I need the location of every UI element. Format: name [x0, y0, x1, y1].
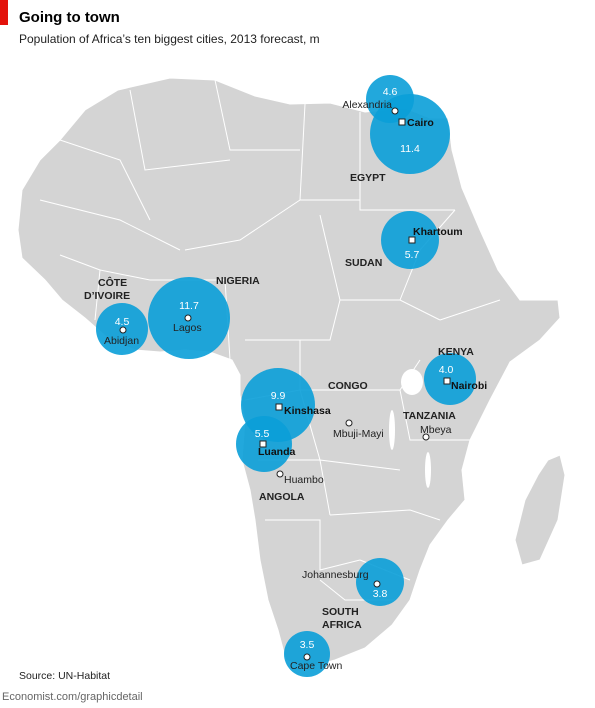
chart-title: Going to town [19, 9, 120, 26]
city-labels: Alexandria Cairo Khartoum Lagos Abidjan … [104, 99, 487, 672]
country-tanzania: TANZANIA [403, 410, 456, 422]
marker-luanda [259, 440, 267, 448]
value-alexandria: 4.6 [383, 86, 398, 98]
marker-nairobi [443, 377, 451, 385]
country-cote-divoire-1: CÔTE [98, 276, 127, 289]
label-lagos: Lagos [173, 322, 202, 334]
label-alexandria: Alexandria [342, 99, 392, 111]
marker-abidjan [119, 326, 127, 334]
marker-lagos [184, 314, 192, 322]
value-lagos: 11.7 [179, 300, 199, 312]
marker-khartoum [408, 236, 416, 244]
country-south-africa-2: AFRICA [322, 619, 362, 631]
value-khartoum: 5.7 [405, 249, 420, 261]
bubble-alexandria[interactable] [366, 75, 414, 123]
marker-mbeya [422, 433, 430, 441]
country-south-africa-1: SOUTH [322, 606, 359, 618]
marker-mbuji-mayi [345, 419, 353, 427]
footer-url: Economist.com/graphicdetail [2, 691, 143, 703]
country-congo: CONGO [328, 380, 368, 392]
label-mbeya: Mbeya [420, 424, 452, 436]
bubble-johannesburg[interactable] [356, 558, 404, 606]
value-luanda: 5.5 [255, 428, 270, 440]
label-cairo: Cairo [407, 117, 434, 129]
country-sudan: SUDAN [345, 257, 382, 269]
marker-kinshasa [275, 403, 283, 411]
label-cape-town: Cape Town [290, 660, 343, 672]
marker-alexandria [391, 107, 399, 115]
lake-tanganyika [389, 410, 395, 450]
source-note: Source: UN-Habitat [19, 670, 111, 682]
marker-huambo [276, 470, 284, 478]
label-mbuji-mayi: Mbuji-Mayi [333, 428, 384, 440]
country-labels: EGYPT SUDAN NIGERIA CÔTE D’IVOIRE KENYA … [84, 172, 474, 631]
value-kinshasa: 9.9 [271, 390, 286, 402]
country-nigeria: NIGERIA [216, 275, 260, 287]
marker-cairo [398, 118, 406, 126]
country-kenya: KENYA [438, 346, 474, 358]
label-abidjan: Abidjan [104, 335, 139, 347]
country-cote-divoire-2: D’IVOIRE [84, 290, 130, 302]
chart-subtitle: Population of Africa’s ten biggest citie… [19, 32, 320, 46]
madagascar-landmass [514, 454, 566, 566]
lake-victoria [401, 369, 423, 395]
label-khartoum: Khartoum [413, 226, 463, 238]
marker-johannesburg [373, 580, 381, 588]
bubble-values: 4.6 11.4 5.7 11.7 4.5 4.0 9.9 5.5 3.8 3.… [115, 86, 454, 651]
label-huambo: Huambo [284, 474, 324, 486]
value-nairobi: 4.0 [439, 364, 454, 376]
value-johannesburg: 3.8 [373, 588, 388, 600]
country-angola: ANGOLA [259, 491, 305, 503]
value-abidjan: 4.5 [115, 316, 130, 328]
brand-red-bar [0, 0, 8, 25]
label-luanda: Luanda [258, 446, 295, 458]
label-kinshasa: Kinshasa [284, 405, 331, 417]
label-nairobi: Nairobi [451, 380, 487, 392]
label-johannesburg: Johannesburg [302, 569, 369, 581]
marker-cape-town [303, 653, 311, 661]
country-egypt: EGYPT [350, 172, 386, 184]
city-markers [119, 107, 451, 661]
lake-malawi [425, 452, 431, 488]
value-cape-town: 3.5 [300, 639, 315, 651]
value-cairo: 11.4 [400, 143, 420, 155]
